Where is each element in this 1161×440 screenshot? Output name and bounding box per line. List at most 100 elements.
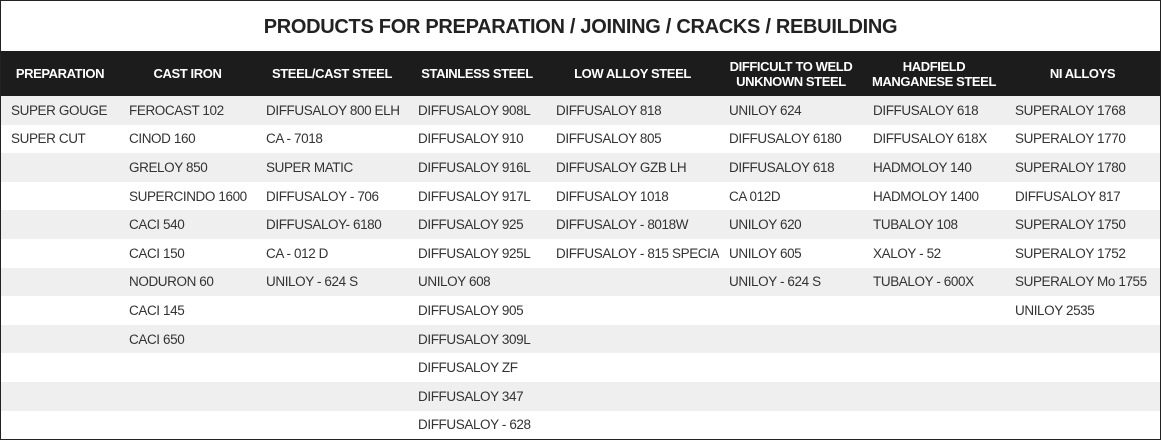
product-cell: DIFFUSALOY 905: [408, 296, 546, 325]
product-cell: DIFFUSALOY ZF: [408, 353, 546, 382]
empty-cell: [863, 324, 1005, 354]
column-header: DIFFICULT TO WELD UNKNOWN STEEL: [719, 51, 863, 96]
header-row: PREPARATION CAST IRON STEEL/CAST STEEL STAI…: [1, 51, 1160, 96]
table-row: DIFFUSALOY - 628: [1, 410, 1160, 439]
table-row: SUPER GOUGE FEROCAST 102 DIFFUSALOY 800 EL…: [1, 96, 1160, 125]
table-body: SUPER GOUGE FEROCAST 102 DIFFUSALOY 800 EL…: [1, 96, 1160, 439]
product-cell: UNILOY 624: [719, 96, 863, 125]
product-cell: DIFFUSALOY 618: [863, 96, 1005, 125]
empty-cell: [1, 381, 119, 411]
table-row: SUPER CUT CINOD 160 CA - 7018 DIFFUSALOY 91…: [1, 124, 1160, 154]
product-cell: UNILOY - 624 S: [719, 267, 863, 297]
column-header: CAST IRON: [119, 51, 256, 96]
empty-cell: [256, 410, 408, 439]
empty-cell: [1, 210, 119, 239]
empty-cell: [1005, 353, 1160, 382]
table-row: NODURON 60 UNILOY - 624 S UNILOY 608 UNILOY…: [1, 267, 1160, 297]
product-cell: SUPER MATIC: [256, 153, 408, 182]
product-cell: DIFFUSALOY 347: [408, 381, 546, 411]
empty-cell: [1, 267, 119, 297]
product-cell: NODURON 60: [119, 267, 256, 297]
product-cell: UNILOY 605: [719, 238, 863, 268]
product-cell: TUBALOY 108: [863, 210, 1005, 239]
empty-cell: [719, 410, 863, 439]
product-cell: FEROCAST 102: [119, 96, 256, 125]
product-cell: CACI 540: [119, 210, 256, 239]
product-table: PREPARATION CAST IRON STEEL/CAST STEEL STAI…: [1, 51, 1160, 439]
table-row: GRELOY 850 SUPER MATIC DIFFUSALOY 916L DIFF…: [1, 153, 1160, 182]
column-header: STEEL/CAST STEEL: [256, 51, 408, 96]
empty-cell: [256, 296, 408, 325]
empty-cell: [1005, 410, 1160, 439]
empty-cell: [1, 181, 119, 211]
product-cell: DIFFUSALOY 818: [546, 96, 719, 125]
product-cell: HADMOLOY 1400: [863, 181, 1005, 211]
product-cell: SUPERALOY 1752: [1005, 238, 1160, 268]
title: PRODUCTS FOR PREPARATION / JOINING / CRA…: [263, 16, 898, 38]
product-cell: DIFFUSALOY GZB LH: [546, 153, 719, 182]
product-cell: SUPERALOY 1770: [1005, 124, 1160, 154]
product-cell: SUPERALOY 1768: [1005, 96, 1160, 125]
product-cell: DIFFUSALOY 618: [719, 153, 863, 182]
product-cell: DIFFUSALOY - 706: [256, 181, 408, 211]
product-cell: UNILOY 620: [719, 210, 863, 239]
product-cell: CACI 650: [119, 324, 256, 354]
column-header: LOW ALLOY STEEL: [546, 51, 719, 96]
product-cell: DIFFUSALOY 817: [1005, 181, 1160, 211]
empty-cell: [719, 353, 863, 382]
empty-cell: [863, 353, 1005, 382]
empty-cell: [256, 324, 408, 354]
empty-cell: [719, 296, 863, 325]
empty-cell: [1005, 381, 1160, 411]
product-cell: SUPERCINDO 1600: [119, 181, 256, 211]
table-row: CACI 650 DIFFUSALOY 309L: [1, 324, 1160, 354]
product-cell: TUBALOY - 600X: [863, 267, 1005, 297]
product-cell: DIFFUSALOY 1018: [546, 181, 719, 211]
empty-cell: [863, 410, 1005, 439]
product-cell: DIFFUSALOY 908L: [408, 96, 546, 125]
product-cell: HADMOLOY 140: [863, 153, 1005, 182]
empty-cell: [546, 324, 719, 354]
product-cell: DIFFUSALOY 917L: [408, 181, 546, 211]
empty-cell: [719, 381, 863, 411]
product-cell: DIFFUSALOY 910: [408, 124, 546, 154]
product-cell: UNILOY - 624 S: [256, 267, 408, 297]
empty-cell: [546, 410, 719, 439]
empty-cell: [1, 296, 119, 325]
column-header: NI ALLOYS: [1005, 51, 1160, 96]
product-cell: SUPERALOY Mo 1755: [1005, 267, 1160, 297]
empty-cell: [1, 324, 119, 354]
product-cell: DIFFUSALOY 309L: [408, 324, 546, 354]
empty-cell: [863, 296, 1005, 325]
product-cell: SUPERALOY 1750: [1005, 210, 1160, 239]
product-cell: DIFFUSALOY - 815 SPECIAL: [546, 238, 719, 268]
product-cell: DIFFUSALOY 916L: [408, 153, 546, 182]
product-cell: CACI 150: [119, 238, 256, 268]
product-cell: CA 012D: [719, 181, 863, 211]
empty-cell: [119, 410, 256, 439]
empty-cell: [256, 353, 408, 382]
empty-cell: [546, 296, 719, 325]
product-cell: DIFFUSALOY - 8018W: [546, 210, 719, 239]
product-cell: SUPER GOUGE: [1, 96, 119, 125]
product-cell: DIFFUSALOY- 6180: [256, 210, 408, 239]
product-cell: DIFFUSALOY 618X: [863, 124, 1005, 154]
empty-cell: [546, 353, 719, 382]
table-row: CACI 150 CA - 012 D DIFFUSALOY 925L DIFFUSA…: [1, 238, 1160, 268]
empty-cell: [1, 153, 119, 182]
table-row: DIFFUSALOY ZF: [1, 353, 1160, 382]
table-row: DIFFUSALOY 347: [1, 381, 1160, 411]
product-cell: DIFFUSALOY 925L: [408, 238, 546, 268]
product-cell: CA - 012 D: [256, 238, 408, 268]
product-cell: DIFFUSALOY 6180: [719, 124, 863, 154]
column-header: PREPARATION: [1, 51, 119, 96]
product-cell: SUPERALOY 1780: [1005, 153, 1160, 182]
table-row: CACI 540 DIFFUSALOY- 6180 DIFFUSALOY 925 DI…: [1, 210, 1160, 239]
table-row: SUPERCINDO 1600 DIFFUSALOY - 706 DIFFUSALO…: [1, 181, 1160, 211]
empty-cell: [1, 410, 119, 439]
product-cell: DIFFUSALOY 805: [546, 124, 719, 154]
empty-cell: [1, 238, 119, 268]
product-cell: DIFFUSALOY 925: [408, 210, 546, 239]
table-row: CACI 145 DIFFUSALOY 905 UNILOY 2535: [1, 296, 1160, 325]
